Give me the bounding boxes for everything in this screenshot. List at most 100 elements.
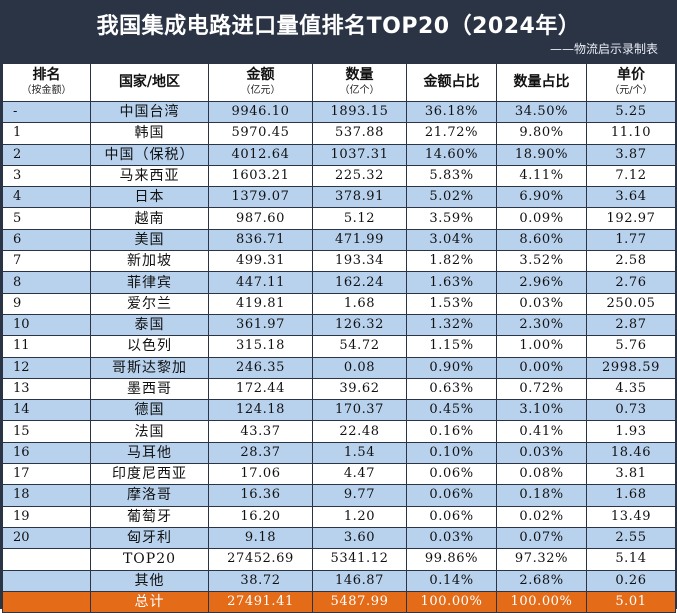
unit-price-cell: 13.49 (586, 505, 676, 528)
quantity-share-cell: 8.60% (496, 228, 587, 252)
amount-cell: 4012.64 (208, 143, 313, 166)
amount-cell: 1603.21 (208, 164, 313, 188)
quantity-cell: 1.20 (312, 505, 407, 528)
page-subtitle: ——物流启示录制表 (549, 42, 658, 56)
column-header-label: 单价 (617, 66, 645, 83)
table-row: 8 菲律宾 447.11 162.24 1.63% 2.96% 2.76 (2, 271, 676, 294)
rank-cell: 8 (2, 271, 91, 294)
table-row: TOP20 27452.69 5341.12 99.86% 97.32% 5.14 (2, 548, 676, 571)
unit-price-cell: 192.97 (586, 207, 676, 230)
header-row: 排名 （按金额） 国家/地区 金额 （亿元） 数量 （亿个） 金额占比 数量占比 单价… (2, 63, 676, 102)
unit-price-cell: 3.87 (586, 143, 676, 166)
table-row: 17 印度尼西亚 17.06 4.47 0.06% 0.08% 3.81 (2, 463, 676, 486)
country-cell: 葡萄牙 (90, 505, 209, 528)
rank-cell: 19 (2, 505, 91, 528)
quantity-cell: 225.32 (312, 164, 407, 188)
column-header-amount: 金额 （亿元） (208, 63, 313, 102)
table-row: 16 马耳他 28.37 1.54 0.10% 0.03% 18.46 (2, 441, 676, 465)
amount-share-cell: 36.18% (406, 100, 497, 124)
amount-cell: 499.31 (208, 250, 313, 273)
quantity-cell: 1.68 (312, 292, 407, 315)
quantity-cell: 22.48 (312, 420, 407, 443)
country-cell: 以色列 (90, 335, 209, 358)
quantity-cell: 1.54 (312, 441, 407, 465)
unit-price-cell: 1.93 (586, 420, 676, 443)
column-header-amount-share: 金额占比 (406, 63, 497, 102)
rank-cell: 2 (2, 143, 91, 166)
rank-cell: 10 (2, 313, 91, 337)
unit-price-cell: 5.14 (586, 548, 676, 571)
quantity-cell: 162.24 (312, 271, 407, 294)
quantity-share-cell: 0.00% (496, 356, 587, 379)
amount-share-cell: 0.10% (406, 441, 497, 465)
unit-price-cell: 3.64 (586, 186, 676, 209)
quantity-cell: 126.32 (312, 313, 407, 337)
column-header-label: 国家/地区 (118, 74, 181, 90)
quantity-cell: 3.60 (312, 526, 407, 550)
table-row: 6 美国 836.71 471.99 3.04% 8.60% 1.77 (2, 228, 676, 252)
amount-share-cell: 99.86% (406, 548, 497, 571)
quantity-share-cell: 18.90% (496, 143, 587, 166)
country-cell: 中国（保税） (90, 143, 209, 166)
table-row: - 中国台湾 9946.10 1893.15 36.18% 34.50% 5.25 (2, 100, 676, 124)
amount-cell: 38.72 (208, 569, 313, 592)
amount-share-cell: 21.72% (406, 122, 497, 145)
quantity-share-cell: 2.96% (496, 271, 587, 294)
quantity-share-cell: 0.41% (496, 420, 587, 443)
rank-cell: 17 (2, 463, 91, 486)
column-header-label: 数量占比 (513, 74, 570, 90)
amount-share-cell: 1.15% (406, 335, 497, 358)
quantity-cell: 1037.31 (312, 143, 407, 166)
amount-cell: 246.35 (208, 356, 313, 379)
country-cell: 印度尼西亚 (90, 463, 209, 486)
amount-share-cell: 0.14% (406, 569, 497, 592)
table-row: 9 爱尔兰 419.81 1.68 1.53% 0.03% 250.05 (2, 292, 676, 315)
table-row: 18 摩洛哥 16.36 9.77 0.06% 0.18% 1.68 (2, 484, 676, 507)
table-row: 15 法国 43.37 22.48 0.16% 0.41% 1.93 (2, 420, 676, 443)
table-row: 10 泰国 361.97 126.32 1.32% 2.30% 2.87 (2, 313, 676, 337)
amount-cell: 28.37 (208, 441, 313, 465)
country-cell: 其他 (90, 569, 209, 592)
rank-cell: - (2, 100, 91, 124)
country-cell: 菲律宾 (90, 271, 209, 294)
quantity-share-cell: 97.32% (496, 548, 587, 571)
column-header-label: 金额占比 (423, 74, 480, 90)
column-header-unit: （亿元） (240, 84, 281, 96)
table-row: 5 越南 987.60 5.12 3.59% 0.09% 192.97 (2, 207, 676, 230)
column-header-quantity: 数量 （亿个） (312, 63, 407, 102)
rank-cell: 12 (2, 356, 91, 379)
quantity-share-cell: 9.80% (496, 122, 587, 145)
amount-share-cell: 1.63% (406, 271, 497, 294)
unit-price-cell: 3.81 (586, 463, 676, 486)
title-bar: 我国集成电路进口量值排名TOP20（2024年） ——物流启示录制表 (2, 2, 675, 63)
quantity-cell: 1893.15 (312, 100, 407, 124)
table-row: 13 墨西哥 172.44 39.62 0.63% 0.72% 4.35 (2, 377, 676, 401)
unit-price-cell: 2.58 (586, 250, 676, 273)
unit-price-cell: 1.68 (586, 484, 676, 507)
country-cell: 马耳他 (90, 441, 209, 465)
rank-cell (2, 548, 91, 571)
amount-cell: 27452.69 (208, 548, 313, 571)
rank-cell: 13 (2, 377, 91, 401)
column-header-label: 排名 (32, 66, 61, 83)
table-row: 12 哥斯达黎加 246.35 0.08 0.90% 0.00% 2998.59 (2, 356, 676, 379)
table-row: 2 中国（保税） 4012.64 1037.31 14.60% 18.90% 3.87 (2, 143, 676, 166)
country-cell: 中国台湾 (90, 100, 209, 124)
column-header-unit: （亿个） (339, 84, 380, 96)
unit-price-cell: 1.77 (586, 228, 676, 252)
quantity-share-cell: 0.18% (496, 484, 587, 507)
amount-share-cell: 1.82% (406, 250, 497, 273)
unit-price-cell: 2.55 (586, 526, 676, 550)
country-cell: 摩洛哥 (90, 484, 209, 507)
unit-price-cell: 0.73 (586, 399, 676, 422)
country-cell: 法国 (90, 420, 209, 443)
quantity-share-cell: 0.03% (496, 441, 587, 465)
quantity-share-cell: 2.68% (496, 569, 587, 592)
table-row: 14 德国 124.18 170.37 0.45% 3.10% 0.73 (2, 399, 676, 422)
unit-price-cell: 18.46 (586, 441, 676, 465)
quantity-cell: 170.37 (312, 399, 407, 422)
unit-price-cell: 5.76 (586, 335, 676, 358)
column-header-unit: （按金额） (21, 84, 72, 96)
total-row: 总计 27491.41 5487.99 100.00% 100.00% 5.01 (2, 590, 676, 613)
country-cell: 韩国 (90, 122, 209, 145)
